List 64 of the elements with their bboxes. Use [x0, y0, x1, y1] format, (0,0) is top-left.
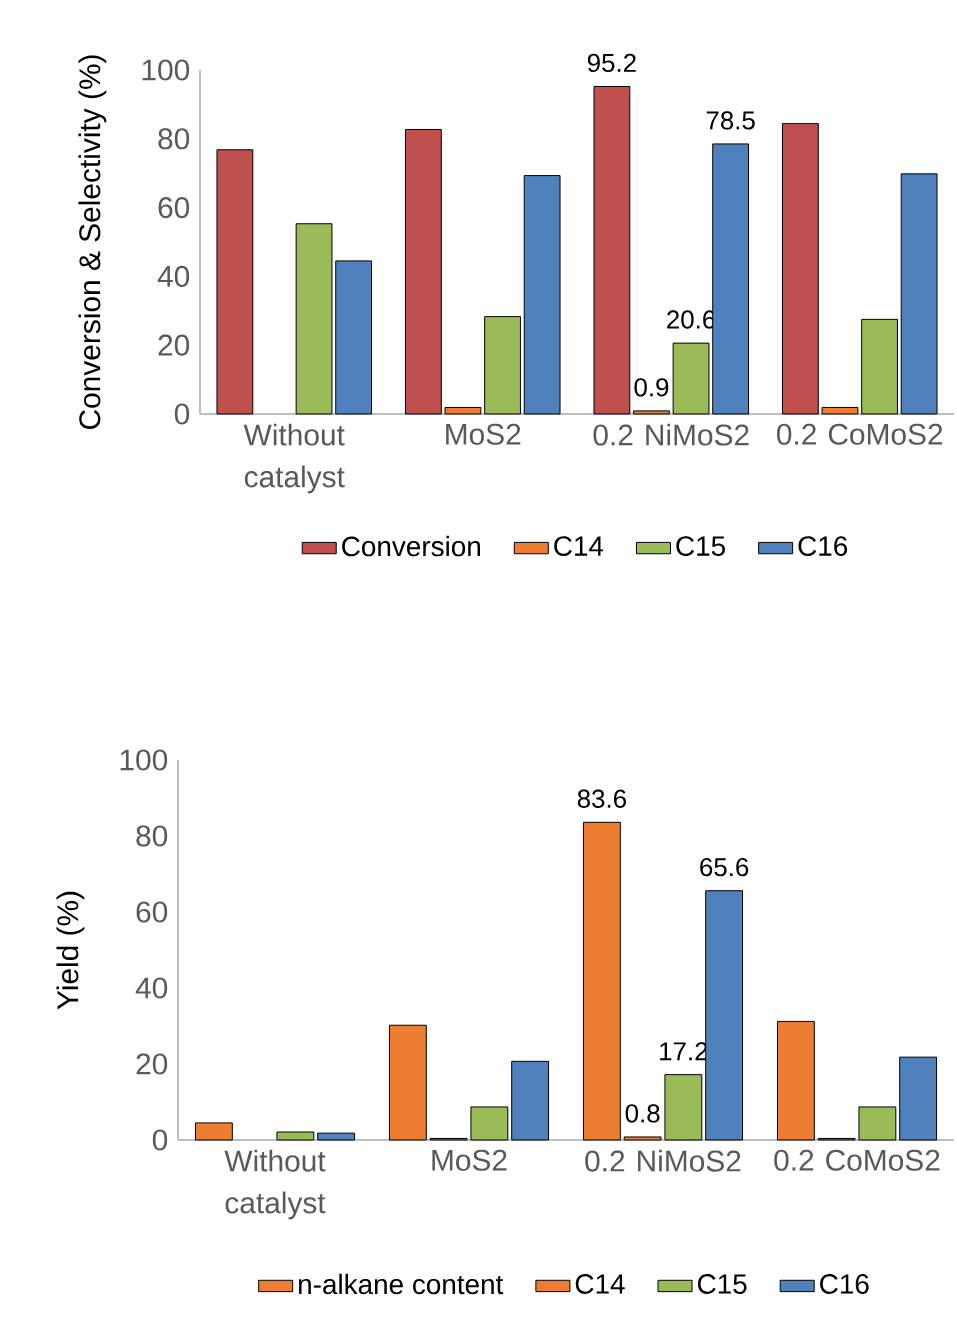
- data-label: 83.6: [577, 789, 626, 808]
- legend-label: C14: [554, 536, 604, 556]
- bar: [216, 149, 254, 415]
- bar: [388, 1024, 427, 1141]
- y-tick-label: 20: [136, 1053, 168, 1075]
- bar: [705, 890, 744, 1141]
- bar: [582, 821, 621, 1141]
- y-axis-title: Yield (%): [56, 891, 85, 1010]
- bar: [470, 1106, 509, 1141]
- bar: [900, 173, 938, 415]
- bar: [633, 410, 670, 415]
- data-label: 65.6: [700, 857, 749, 877]
- y-axis-title: Conversion & Selectivity (%): [78, 55, 107, 429]
- bar: [335, 260, 373, 415]
- bar: [821, 406, 859, 415]
- legend-label: C14: [575, 1274, 625, 1294]
- legend-label: Conversion: [342, 535, 480, 557]
- y-tick-label: 60: [158, 196, 190, 219]
- bar: [484, 316, 521, 415]
- bar: [781, 123, 819, 415]
- legend-label: C15: [676, 536, 725, 556]
- x-tick-label: MoS2: [432, 1149, 507, 1171]
- y-tick-label: 60: [136, 901, 168, 923]
- legend-label: C16: [798, 536, 848, 556]
- x-tick-label: Without catalyst: [243, 423, 345, 494]
- bar: [295, 223, 333, 415]
- legend-label: n-alkane content: [298, 1273, 504, 1295]
- bar: [194, 1122, 233, 1141]
- y-tick-label: 100: [120, 749, 168, 771]
- legend-label: C16: [820, 1274, 869, 1294]
- data-label: 0.8: [625, 1104, 660, 1123]
- data-label: 0.9: [634, 378, 669, 397]
- x-tick-label: Without catalyst: [224, 1149, 326, 1220]
- y-tick-label: 0: [174, 403, 190, 425]
- bar: [899, 1056, 938, 1141]
- bar: [776, 1020, 815, 1141]
- x-tick-label: 0.2 NiMoS2: [585, 1149, 741, 1172]
- bar: [511, 1060, 550, 1141]
- x-tick-label: 0.2 CoMoS2: [774, 1149, 940, 1171]
- bar: [623, 1136, 662, 1141]
- y-tick-label: 40: [135, 977, 168, 999]
- bar: [523, 175, 561, 415]
- data-label: 78.5: [706, 111, 755, 130]
- y-tick-label: 100: [142, 59, 190, 81]
- y-tick-label: 0: [152, 1129, 168, 1151]
- data-label: 95.2: [587, 53, 636, 73]
- y-tick-label: 80: [158, 128, 190, 150]
- bar: [858, 1106, 897, 1141]
- x-tick-label: 0.2 CoMoS2: [777, 423, 943, 445]
- y-tick-label: 20: [158, 334, 190, 356]
- bar: [444, 406, 482, 415]
- bar: [712, 143, 750, 415]
- bar: [861, 318, 898, 415]
- y-tick-label: 80: [136, 825, 168, 847]
- bar: [593, 85, 631, 415]
- bar: [276, 1131, 315, 1141]
- bar: [664, 1074, 703, 1141]
- bar: [404, 128, 442, 415]
- bar: [672, 342, 710, 415]
- legend-label: C15: [697, 1274, 747, 1294]
- bar: [317, 1132, 356, 1141]
- y-tick-label: 40: [157, 265, 190, 287]
- x-tick-label: 0.2 NiMoS2: [593, 423, 749, 446]
- x-tick-label: MoS2: [446, 423, 521, 445]
